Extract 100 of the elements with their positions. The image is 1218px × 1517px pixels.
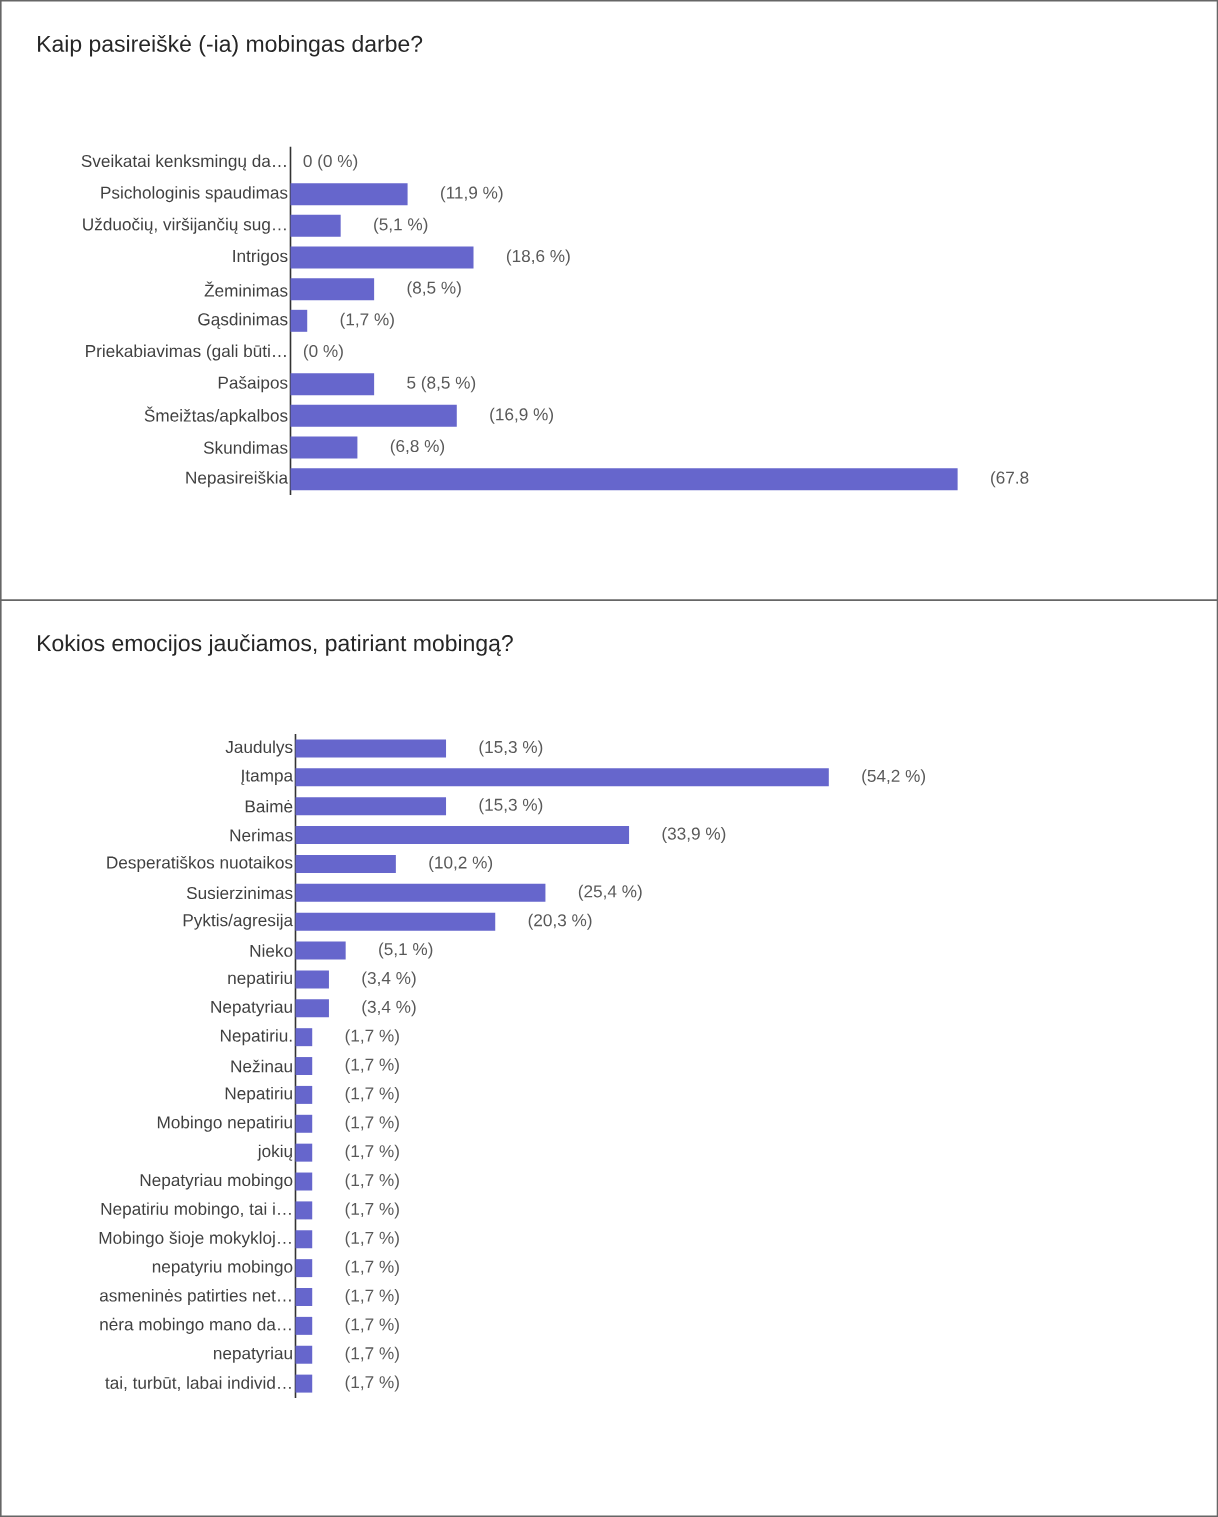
bar (290, 468, 958, 491)
bar (295, 797, 446, 816)
data-label: (5,1 %) (378, 942, 433, 959)
bar (295, 912, 496, 931)
y-tick-label: nepatyriu mobingo (152, 1260, 293, 1277)
bar (295, 739, 446, 758)
bar (295, 1345, 313, 1364)
data-label: (1,7 %) (345, 1058, 399, 1075)
bar (295, 1230, 313, 1249)
y-tick-label: Psichologinis spaudimas (101, 186, 288, 203)
data-label: (67.8 (990, 471, 1029, 488)
y-tick-label: Nerimas (230, 828, 293, 842)
bar (295, 1085, 313, 1104)
data-label: (1,7 %) (345, 1086, 399, 1103)
bar (295, 1114, 313, 1133)
y-tick-label: nepatyriau (213, 1346, 292, 1363)
data-label: 5 (8,5 %) (407, 376, 475, 393)
data-label: (1,7 %) (345, 1144, 399, 1161)
y-tick-label: Nepatiriu (225, 1086, 292, 1103)
bar (295, 854, 396, 873)
bar (290, 373, 374, 396)
data-label: (5,1 %) (373, 217, 428, 234)
bar (295, 1316, 313, 1335)
data-label: (1,7 %) (345, 1115, 399, 1132)
y-tick-label: Nežinau (231, 1059, 292, 1073)
y-tick-label: Sveikatai kenksmingų da… (81, 154, 286, 171)
y-tick-label: Mobingo šioje mokykloj… (99, 1231, 291, 1248)
y-tick-label: Nepatiriu mobingo, tai i… (101, 1202, 291, 1219)
bar (295, 1374, 313, 1393)
data-label: (11,9 %) (440, 186, 503, 203)
y-tick-label: Nepasireiškia (186, 471, 288, 488)
data-label: (1,7 %) (345, 1260, 399, 1277)
bar (290, 183, 408, 206)
y-tick-label: Susierzinimas (186, 886, 293, 900)
data-label: (1,7 %) (345, 1029, 399, 1046)
bar (295, 768, 829, 787)
y-tick-label: Intrigos (233, 249, 288, 266)
bar (290, 278, 374, 301)
bar (290, 404, 457, 427)
bar (290, 214, 341, 237)
data-label: (18,6 %) (506, 249, 570, 266)
chart-title: Kokios emocijos jaučiamos, patiriant mobingą? (37, 634, 513, 656)
y-tick-label: Šmeižtas/apkalbos (144, 406, 288, 426)
y-tick-label: tai, turbūt, labai individ… (105, 1376, 291, 1391)
y-tick-label: Nieko (250, 944, 293, 957)
bar (295, 1259, 313, 1278)
data-label: (20,3 %) (528, 913, 592, 930)
y-tick-label: Desperatiškos nuotaikos (107, 855, 293, 872)
bar (295, 1028, 313, 1047)
bar (290, 309, 308, 332)
bar (295, 1172, 313, 1191)
y-tick-label: Mobingo nepatiriu (157, 1115, 292, 1132)
data-label: (1,7 %) (345, 1202, 399, 1219)
bar (295, 941, 346, 960)
y-tick-label: Žeminimas (204, 281, 288, 297)
y-tick-label: Gąsdinimas (198, 312, 288, 329)
data-label: (33,9 %) (662, 827, 726, 844)
y-tick-label: asmeninės patirties net… (99, 1289, 291, 1306)
y-tick-label: jokių (257, 1144, 292, 1161)
data-label: (54,2 %) (862, 769, 925, 786)
y-tick-label: Skundimas (203, 441, 288, 454)
data-label: (15,3 %) (479, 798, 543, 815)
data-label: (8,5 %) (407, 281, 461, 298)
data-label: (6,8 %) (390, 439, 444, 456)
data-label: (1,7 %) (345, 1289, 399, 1305)
y-tick-label: Baimė (245, 799, 293, 813)
data-label: (3,4 %) (362, 1000, 416, 1017)
bar (295, 999, 329, 1018)
data-label: (16,9 %) (490, 407, 553, 424)
y-tick-label: Pyktis/agresija (183, 913, 293, 930)
bar (290, 246, 474, 269)
y-tick-label: Užduočių, viršijančių sug… (82, 217, 286, 234)
bar (295, 883, 546, 902)
data-label: (1,7 %) (345, 1231, 399, 1248)
data-label: 0 (0 %) (303, 154, 358, 171)
y-tick-label: nepatiriu (228, 971, 292, 988)
data-label: (1,7 %) (345, 1317, 399, 1334)
data-label: (25,4 %) (578, 884, 642, 901)
bar (295, 1201, 313, 1220)
y-tick-label: Jaudulys (225, 740, 293, 757)
y-tick-label: Priekabiavimas (gali būti… (85, 344, 286, 361)
y-tick-label: Pašaipos (218, 376, 288, 393)
y-tick-label: nėra mobingo mano da… (100, 1317, 291, 1334)
data-label: (1,7 %) (345, 1173, 399, 1190)
bar (290, 436, 358, 459)
data-label: (1,7 %) (345, 1375, 399, 1392)
data-label: (10,2 %) (429, 855, 492, 872)
y-tick-label: Nepatyriau (211, 1000, 292, 1017)
y-tick-label: Nepatyriau mobingo (140, 1173, 293, 1190)
data-label: (0 %) (303, 344, 343, 361)
data-label: (3,4 %) (362, 971, 416, 988)
chart-title: Kaip pasireiškė (-ia) mobingas darbe? (37, 35, 422, 57)
data-label: (1,7 %) (340, 312, 394, 329)
bar (295, 970, 329, 989)
bar (295, 1143, 313, 1162)
y-tick-label: Įtampa (241, 769, 293, 786)
bar (295, 826, 629, 845)
data-label: (1,7 %) (345, 1346, 399, 1363)
y-tick-label: Nepatiriu. (220, 1029, 292, 1046)
data-label: (15,3 %) (479, 740, 543, 757)
